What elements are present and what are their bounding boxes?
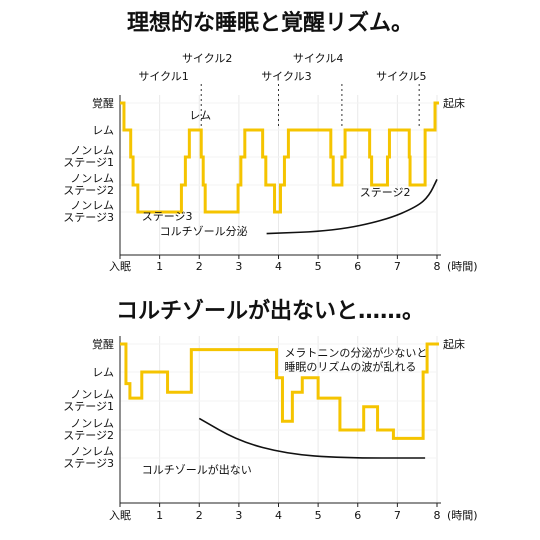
y-level-label-line: ノンレム <box>70 417 114 430</box>
y-level-label-line: ステージ2 <box>63 429 114 442</box>
cycle-label: サイクル5 <box>376 70 426 83</box>
chart-2: コルチゾールが出ないと……。入眠 1 2 3 4 5 6 7 8 (時間)覚醒レムノンレムステージ… <box>63 298 477 522</box>
y-level-label-line: ステージ3 <box>63 211 114 224</box>
x-tick-label: 7 <box>394 260 401 273</box>
x-tick-label: 1 <box>156 509 163 522</box>
annotation: 睡眠のリズムの波が乱れる <box>284 360 416 374</box>
cycle-label: サイクル3 <box>261 70 311 83</box>
cortisol-label: コルチゾール分泌 <box>160 225 248 238</box>
y-level-label: レム <box>92 124 114 137</box>
x-tick-label: 入眠 <box>109 509 131 522</box>
y-level-label-line: レム <box>92 124 114 137</box>
cycle-label: サイクル4 <box>293 52 343 65</box>
cortisol-curve <box>198 417 426 459</box>
x-tick-label: 2 <box>196 260 203 273</box>
annotation: レム <box>189 109 211 122</box>
annotation: メラトニンの分泌が少ないと <box>284 346 427 360</box>
annotation: ステージ3 <box>142 210 193 223</box>
y-level-label-line: ノンレム <box>70 172 114 185</box>
y-level-label-line: ステージ2 <box>63 184 114 197</box>
x-axis-label: (時間) <box>447 509 478 522</box>
y-level-label: 覚醒 <box>92 97 114 110</box>
x-tick-label: 5 <box>315 509 322 522</box>
y-level-label-line: ステージ1 <box>63 400 114 413</box>
y-level-label: ノンレムステージ1 <box>63 388 114 413</box>
chart-title: コルチゾールが出ないと……。 <box>116 298 424 324</box>
cycle-label: サイクル2 <box>182 52 232 65</box>
y-level-label-line: 覚醒 <box>92 97 114 110</box>
x-tick-label: 4 <box>275 509 282 522</box>
y-level-label-line: ノンレム <box>70 445 114 458</box>
chart-1: 理想的な睡眠と覚醒リズム。入眠 1 2 3 4 5 6 7 8 (時間)覚醒レムノンレムステージ1… <box>63 10 477 273</box>
cortisol-label: コルチゾールが出ない <box>142 462 252 476</box>
x-tick-label: 4 <box>275 260 282 273</box>
y-level-label-line: 覚醒 <box>92 338 114 351</box>
y-level-label: ノンレムステージ3 <box>63 199 114 224</box>
cortisol-curve <box>266 179 438 235</box>
x-tick-label: 3 <box>235 260 242 273</box>
y-level-label-line: ノンレム <box>70 388 114 401</box>
sleep-stage-line <box>120 101 439 214</box>
y-level-label-line: レム <box>92 366 114 379</box>
chart-title: 理想的な睡眠と覚醒リズム。 <box>127 10 413 36</box>
x-axis-label: (時間) <box>447 260 478 273</box>
wake-end-label: 起床 <box>443 337 465 351</box>
y-level-label: ノンレムステージ2 <box>63 172 114 197</box>
x-tick-label: 8 <box>434 260 441 273</box>
x-tick-label: 3 <box>235 509 242 522</box>
x-tick-label: 7 <box>394 509 401 522</box>
y-level-label: 覚醒 <box>92 338 114 351</box>
x-tick-label: 5 <box>315 260 322 273</box>
x-tick-label: 入眠 <box>109 260 131 273</box>
x-tick-label: 1 <box>156 260 163 273</box>
x-tick-label: 6 <box>354 260 361 273</box>
y-level-label: ノンレムステージ3 <box>63 445 114 470</box>
x-tick-label: 6 <box>354 509 361 522</box>
y-level-label: ノンレムステージ2 <box>63 417 114 442</box>
sleep-stage-line <box>120 342 439 440</box>
cycle-label: サイクル1 <box>138 70 188 83</box>
y-level-label: ノンレムステージ1 <box>63 144 114 169</box>
x-tick-label: 2 <box>196 509 203 522</box>
y-level-label-line: ノンレム <box>70 199 114 212</box>
x-tick-label: 8 <box>434 509 441 522</box>
wake-end-label: 起床 <box>443 96 465 110</box>
y-level-label-line: ノンレム <box>70 144 114 157</box>
y-level-label-line: ステージ1 <box>63 156 114 169</box>
y-level-label-line: ステージ3 <box>63 457 114 470</box>
y-level-label: レム <box>92 366 114 379</box>
annotation: ステージ2 <box>360 186 411 199</box>
